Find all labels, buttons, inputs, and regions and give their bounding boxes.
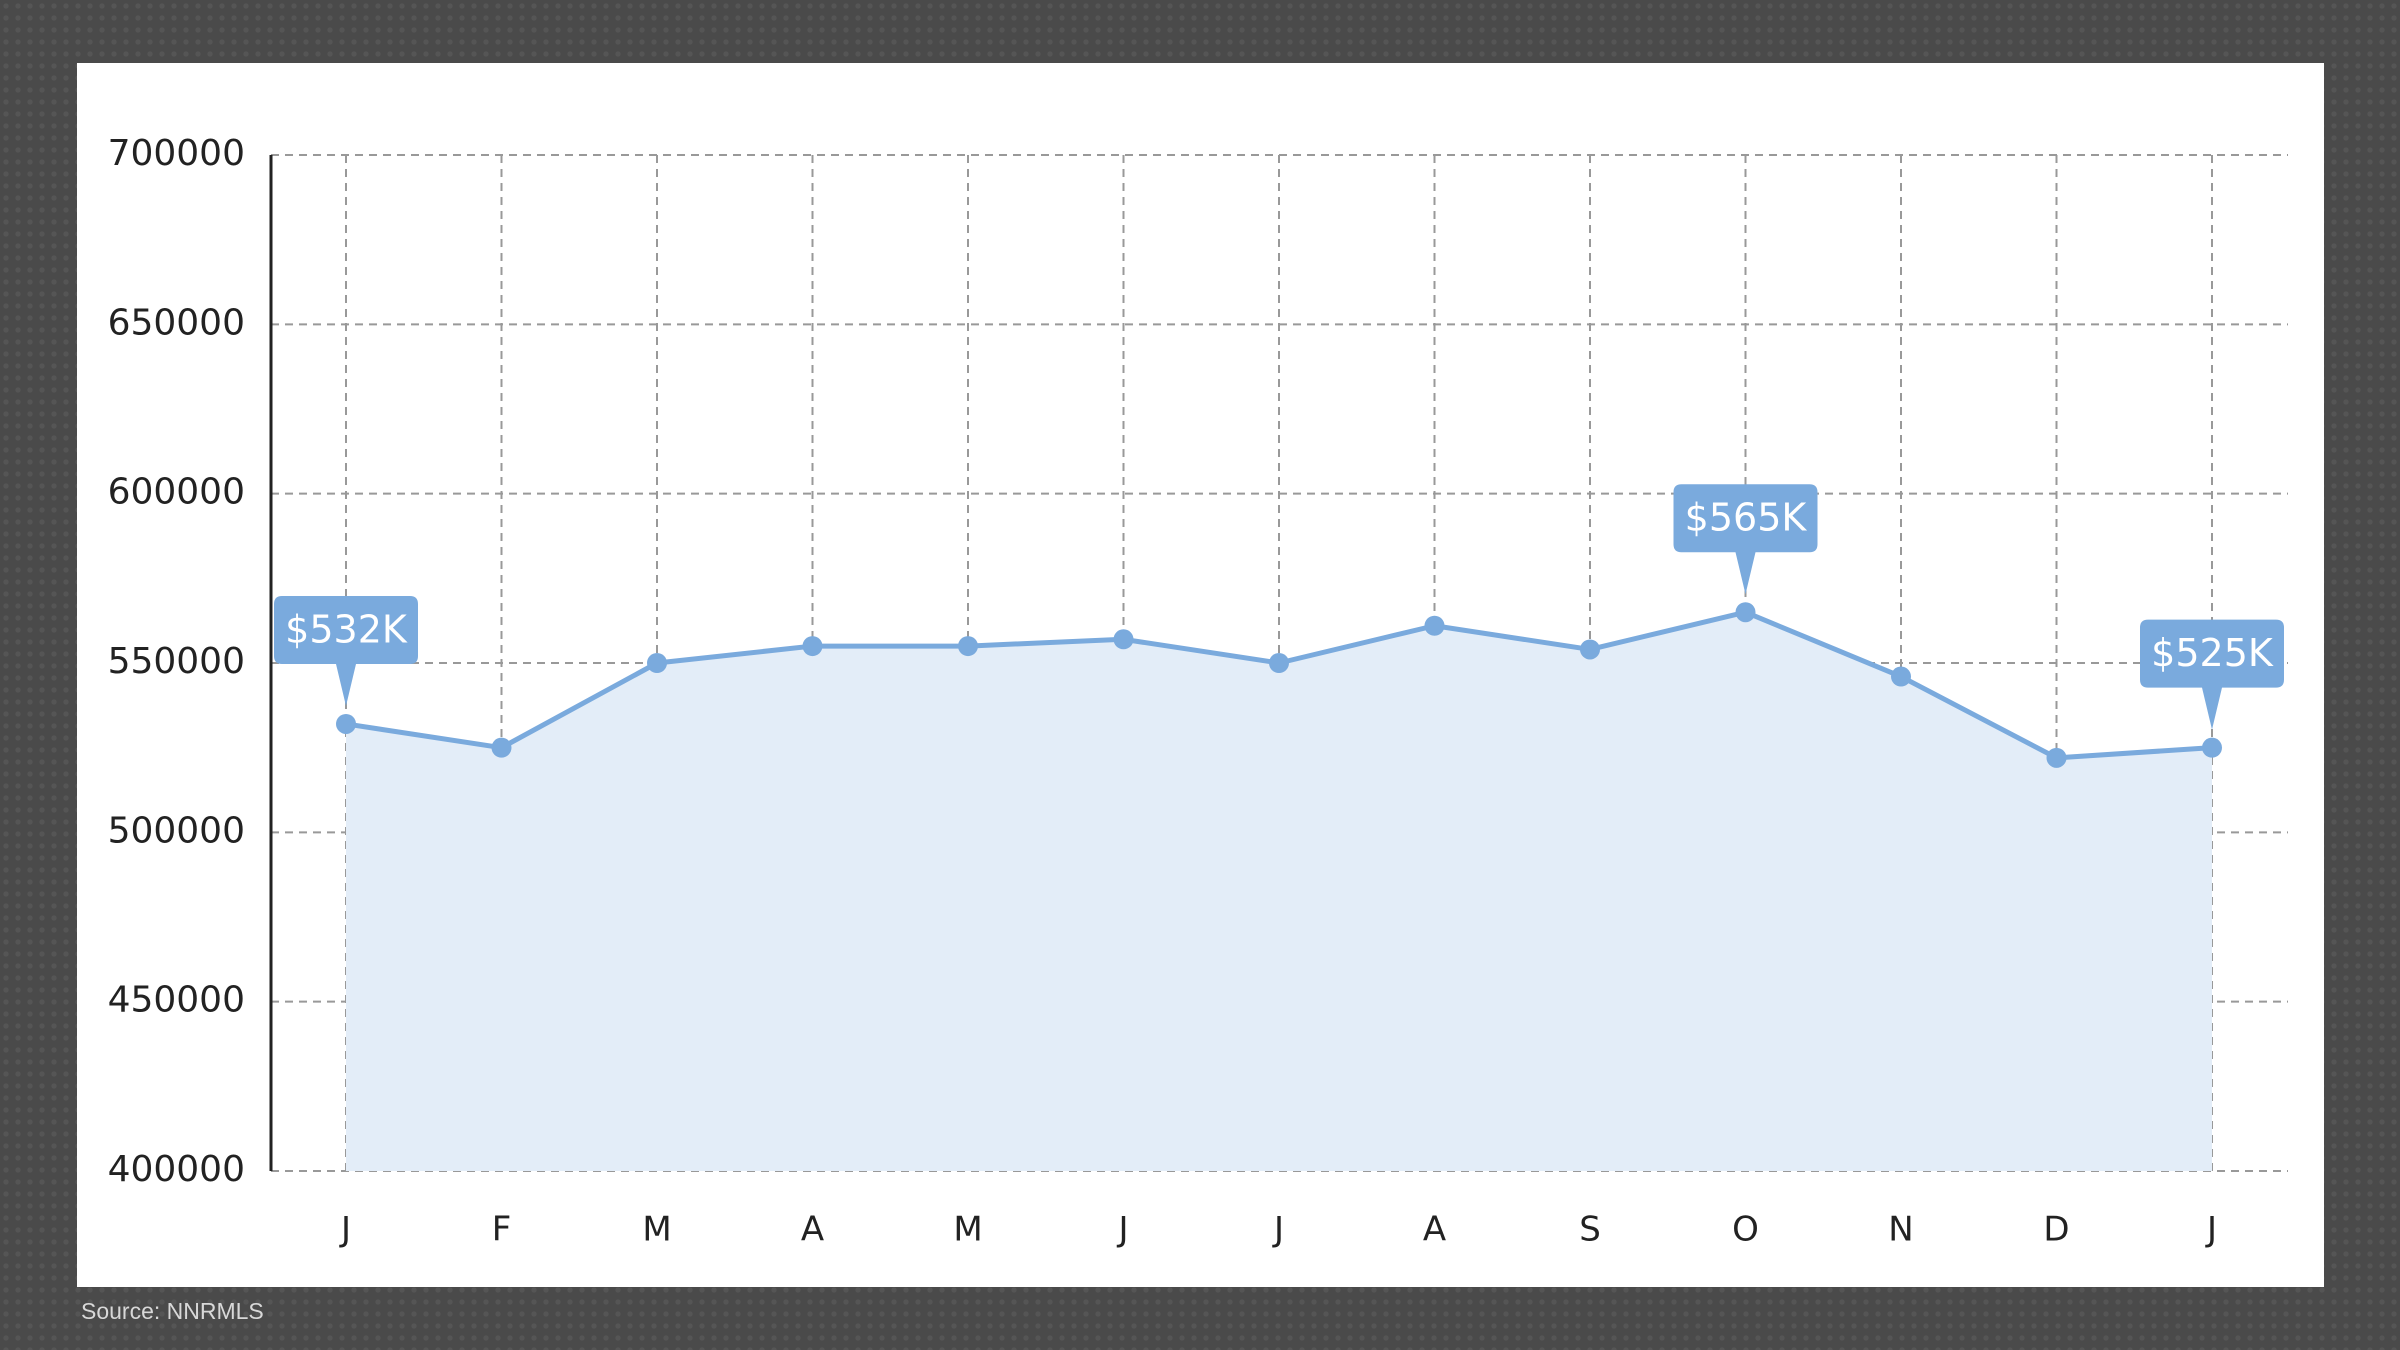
y-tick-label: 500000 — [108, 810, 245, 851]
point — [2202, 737, 2222, 758]
y-tick-label: 700000 — [108, 133, 245, 174]
point — [1580, 639, 1600, 660]
x-tick-label: N — [1888, 1210, 1913, 1250]
point — [647, 653, 667, 673]
point — [802, 636, 823, 657]
point — [1891, 666, 1911, 687]
point — [2046, 747, 2067, 768]
data-label: $525K — [2151, 631, 2274, 675]
area — [346, 612, 2212, 1171]
x-tick-label: S — [1579, 1210, 1601, 1250]
x-tick-label: A — [1423, 1210, 1446, 1250]
point — [1735, 602, 1756, 623]
point — [958, 636, 978, 657]
x-tick-label: F — [492, 1210, 512, 1250]
y-tick-label: 550000 — [108, 641, 245, 682]
x-tick-label: O — [1732, 1210, 1759, 1250]
y-tick-label: 650000 — [108, 302, 245, 343]
x-tick-label: M — [642, 1210, 671, 1250]
x-tick-label: J — [339, 1210, 351, 1250]
data-label: $565K — [1685, 496, 1808, 540]
x-tick-label: D — [2043, 1210, 2069, 1250]
callout-box — [2140, 619, 2284, 730]
point — [336, 713, 356, 734]
point — [491, 737, 512, 758]
y-tick-label: 600000 — [108, 472, 245, 513]
x-tick-label: J — [1272, 1210, 1284, 1250]
data-label: $532K — [285, 607, 408, 651]
y-tick-label: 400000 — [108, 1149, 245, 1190]
y-tick-label: 450000 — [108, 980, 245, 1021]
callout-box — [274, 595, 418, 706]
x-tick-label: M — [953, 1210, 982, 1250]
x-tick-label: A — [801, 1210, 824, 1250]
point — [1424, 615, 1445, 636]
source-note: Source: NNRMLS — [81, 1298, 264, 1324]
x-tick-label: J — [1116, 1210, 1128, 1250]
callout-box — [1673, 484, 1818, 595]
x-tick-label: J — [2205, 1210, 2217, 1250]
point — [1113, 629, 1134, 650]
point — [1269, 653, 1289, 673]
